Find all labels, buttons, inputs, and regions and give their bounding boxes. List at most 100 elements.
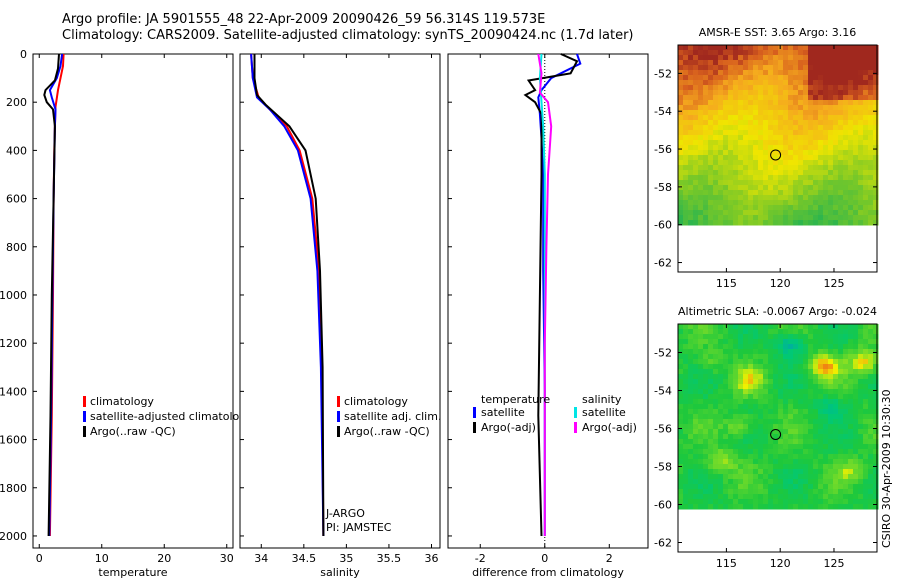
sst-cell	[698, 180, 704, 186]
sst-cell	[738, 175, 744, 181]
sst-cell	[828, 215, 834, 221]
sla-cell	[758, 499, 764, 505]
sst-cell	[683, 80, 689, 86]
sst-cell	[793, 195, 799, 201]
sla-cell	[698, 359, 704, 365]
sla-cell	[703, 454, 709, 460]
sst-cell	[853, 205, 859, 211]
legend-swatch	[574, 422, 577, 433]
sst-cell	[768, 110, 774, 116]
sst-cell	[793, 75, 799, 81]
sla-cell	[823, 464, 829, 470]
sla-cell	[723, 439, 729, 445]
sst_map-lat-label: -54	[654, 105, 672, 118]
sst-cell	[763, 115, 769, 121]
sst-cell	[808, 210, 814, 216]
sla-cell	[743, 389, 749, 395]
sst-cell	[693, 80, 699, 86]
sla-cell	[798, 344, 804, 350]
sst-cell	[803, 130, 809, 136]
sst-cell	[858, 45, 864, 51]
sla-cell	[783, 339, 789, 345]
sst-cell	[688, 55, 694, 61]
sst-cell	[688, 170, 694, 176]
sst-cell	[728, 85, 734, 91]
sst-cell	[788, 135, 794, 141]
sst-cell	[803, 100, 809, 106]
sst-cell	[738, 125, 744, 131]
sst-cell	[678, 75, 684, 81]
sla-cell	[678, 439, 684, 445]
sst-cell	[713, 90, 719, 96]
sst_map-title: AMSR-E SST: 3.65 Argo: 3.16	[699, 26, 857, 39]
sst-cell	[748, 80, 754, 86]
sst-cell	[868, 95, 874, 101]
sla-cell	[873, 364, 879, 370]
sst-cell	[823, 70, 829, 76]
sla-cell	[853, 354, 859, 360]
sst-cell	[678, 190, 684, 196]
sla-cell	[758, 464, 764, 470]
sla-cell	[768, 464, 774, 470]
sst-cell	[713, 220, 719, 226]
sla-cell	[773, 389, 779, 395]
sla-cell	[683, 329, 689, 335]
sla-cell	[743, 464, 749, 470]
sst-cell	[863, 60, 869, 66]
sst-cell	[873, 160, 879, 166]
sla-cell	[728, 394, 734, 400]
sla-cell	[803, 369, 809, 375]
sla-cell	[723, 414, 729, 420]
sla-cell	[873, 429, 879, 435]
sla-cell	[733, 384, 739, 390]
sst-cell	[778, 55, 784, 61]
sst-cell	[823, 90, 829, 96]
sst-cell	[683, 55, 689, 61]
sla-cell	[708, 434, 714, 440]
sla-cell	[743, 474, 749, 480]
sla-cell	[818, 444, 824, 450]
sla-cell	[848, 464, 854, 470]
sst-cell	[758, 90, 764, 96]
sla-cell	[733, 329, 739, 335]
sst-cell	[683, 70, 689, 76]
sla-cell	[743, 424, 749, 430]
sst-cell	[718, 190, 724, 196]
sst-cell	[723, 95, 729, 101]
sla-cell	[808, 379, 814, 385]
sla-cell	[813, 419, 819, 425]
sst-cell	[848, 205, 854, 211]
sst-cell	[798, 130, 804, 136]
sst-cell	[818, 135, 824, 141]
sst-cell	[823, 110, 829, 116]
sst-cell	[863, 130, 869, 136]
sla-cell	[833, 324, 839, 330]
sst-cell	[873, 135, 879, 141]
sla-cell	[833, 414, 839, 420]
sla-cell	[738, 434, 744, 440]
sla-cell	[678, 359, 684, 365]
sst-cell	[708, 50, 714, 56]
sst-cell	[703, 60, 709, 66]
sst-cell	[793, 50, 799, 56]
sst-cell	[873, 80, 879, 86]
sst-cell	[738, 180, 744, 186]
sla-cell	[833, 379, 839, 385]
sla-cell	[803, 389, 809, 395]
sst-cell	[833, 180, 839, 186]
sla-cell	[788, 329, 794, 335]
sst-cell	[763, 155, 769, 161]
sst-cell	[678, 110, 684, 116]
sst-cell	[788, 190, 794, 196]
sst-cell	[808, 200, 814, 206]
sst-cell	[813, 220, 819, 226]
sla-cell	[863, 434, 869, 440]
sst-cell	[768, 70, 774, 76]
sst-cell	[853, 185, 859, 191]
sst-cell	[743, 55, 749, 61]
sst-cell	[873, 175, 879, 181]
sst-cell	[828, 165, 834, 171]
sla-cell	[688, 479, 694, 485]
sla-cell	[793, 374, 799, 380]
sst-cell	[833, 115, 839, 121]
